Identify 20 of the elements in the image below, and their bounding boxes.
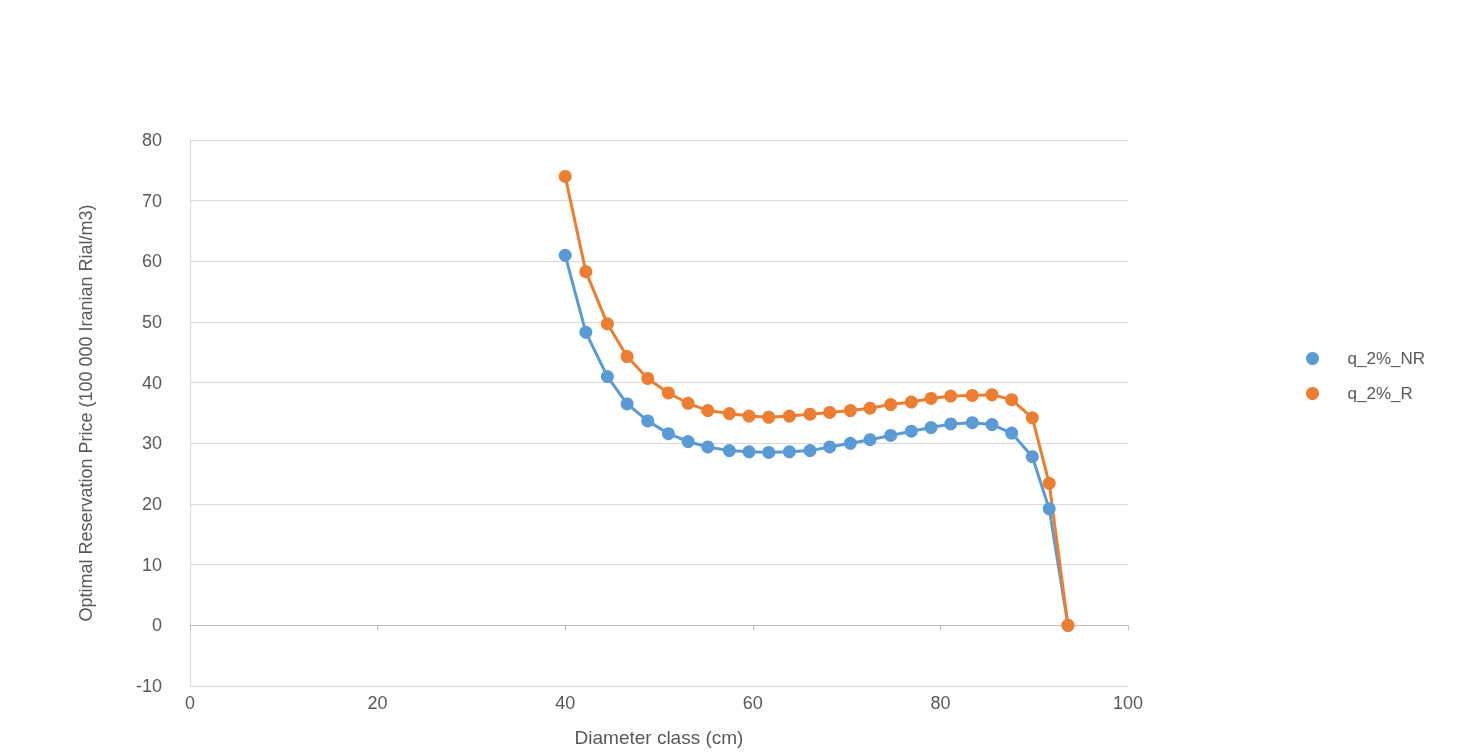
legend-label: q_2%_R — [1347, 384, 1413, 403]
y-tick-label: 20 — [141, 494, 162, 514]
y-tick-label: 10 — [141, 554, 162, 575]
x-tick-label: 80 — [930, 693, 951, 713]
x-tick-label: 100 — [1112, 693, 1144, 713]
x-tick-label: 40 — [555, 693, 576, 713]
y-tick-label: 40 — [141, 372, 162, 393]
y-tick-label: 0 — [151, 615, 162, 636]
legend-label: q_2%_NR — [1347, 349, 1426, 368]
x-tick-label: 0 — [184, 693, 196, 713]
y-axis-title: Optimal Reservation Price (100 000 Iranian Rial/m3) — [76, 204, 96, 622]
y-tick-label: 30 — [141, 433, 162, 454]
x-axis-title: Diameter class (cm) — [574, 727, 744, 748]
x-tick-label: 60 — [742, 693, 763, 713]
y-tick-label: 80 — [141, 130, 162, 150]
y-tick-label: 50 — [141, 312, 162, 332]
y-tick-label: -10 — [135, 676, 162, 696]
y-tick-label: 60 — [141, 251, 162, 272]
y-tick-label: 70 — [141, 190, 162, 211]
x-tick-label: 20 — [367, 693, 388, 713]
